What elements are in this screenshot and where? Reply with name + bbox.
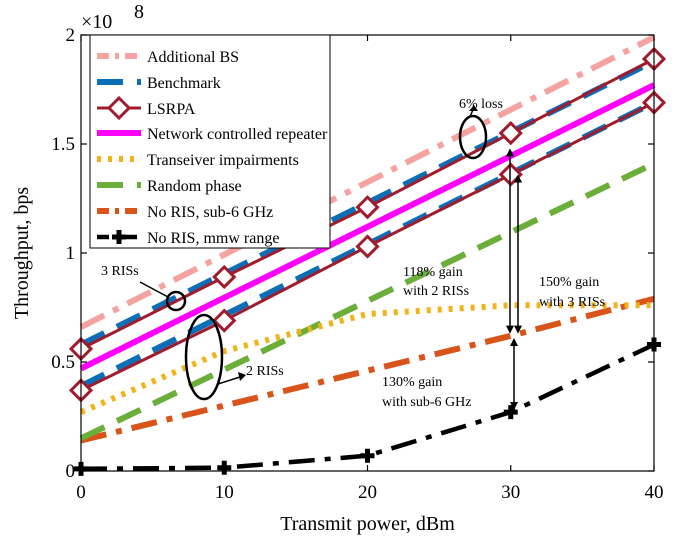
annotation-130-gain-sub: with sub-6 GHz: [382, 395, 471, 410]
x-tick-label-2: 20: [358, 482, 377, 503]
gain150-arrow-head-bottom: [506, 325, 514, 334]
series-line-s0: [79, 34, 656, 330]
annotation-150-gain-sub: with 3 RISs: [539, 295, 605, 310]
legend: Additional BS Benchmark LSRPA Network contr…: [89, 34, 331, 249]
y-tick-label-0: 0: [66, 461, 76, 482]
axes: 0 10 20 30 40 0 0.5 1 1.5 2 Transmit power, dBm Thr…: [11, 1, 664, 535]
loss-arrowhead: [469, 105, 478, 111]
data-point-s2-3: [498, 120, 523, 146]
gain130-arrow-head-top: [510, 338, 518, 347]
x-tick-label-0: 0: [76, 482, 86, 503]
y-multiplier-exponent: 8: [134, 1, 144, 23]
annotation-2-riss: 2 RISs: [246, 364, 284, 379]
y-tick-label-3: 1.5: [51, 134, 75, 155]
y-tick-label-4: 2: [66, 25, 76, 46]
legend-label-1: Benchmark: [147, 75, 221, 92]
data-point-s2-2: [355, 195, 380, 220]
gain130-arrow-head-bottom: [510, 401, 518, 410]
legend-label-5: Random phase: [147, 178, 242, 195]
x-tick-label-3: 30: [501, 482, 520, 503]
x-tick-label-4: 40: [645, 482, 664, 503]
ris2-arrowhead: [238, 372, 246, 381]
legend-label-2: LSRPA: [147, 101, 196, 118]
legend-label-0: Additional BS: [147, 49, 239, 66]
y-tick-label-2: 1: [66, 243, 76, 264]
plot-area: [68, 34, 667, 476]
legend-marker-7: [112, 230, 126, 244]
x-tick-label-1: 10: [215, 482, 234, 503]
y-axis-label: Throughput, bps: [11, 187, 33, 319]
y-multiplier: ×10: [81, 11, 112, 33]
x-axis-label: Transmit power, dBm: [280, 513, 455, 535]
ris3-circle: [165, 290, 187, 312]
gain150-arrow-head-top: [506, 148, 514, 157]
annotation-118-gain: 118% gain: [403, 265, 463, 280]
legend-label-7: No RIS, mmw range: [147, 230, 279, 247]
annotation-6-loss: 6% loss: [459, 97, 503, 112]
legend-marker-2: [106, 95, 132, 121]
data-point-extra1-2: [355, 234, 380, 259]
data-point-s2-1: [212, 264, 237, 290]
annotation-130-gain: 130% gain: [382, 375, 442, 390]
data-point-s7-3: [503, 405, 518, 420]
annotation-150-gain: 150% gain: [539, 275, 599, 290]
series-line-s5: [79, 160, 656, 442]
ris2-ellipse: [184, 313, 224, 401]
annotations: 6% loss 3 RISs 2 RISs 118% gain with 2 RISs 1…: [101, 97, 605, 410]
ris3-line: [139, 281, 169, 298]
series-line-s3: [79, 82, 656, 372]
legend-label-4: Transeiver impairments: [147, 152, 299, 169]
ris2-arrow: [217, 376, 241, 385]
y-tick-label-1: 0.5: [51, 352, 75, 373]
gain118-arrow-head-bottom: [514, 325, 522, 334]
legend-label-6: No RIS, sub-6 GHz: [147, 204, 273, 221]
gain118-arrow-head-top: [514, 174, 522, 183]
data-point-extra1-1: [212, 308, 237, 333]
loss-ellipse: [458, 114, 488, 160]
series-line-s7: [80, 342, 655, 472]
legend-label-3: Network controlled repeater: [147, 126, 328, 143]
annotation-3-riss: 3 RISs: [101, 264, 139, 279]
data-point-s7-2: [360, 448, 375, 463]
series-line-s6: [80, 295, 655, 444]
annotation-118-gain-sub: with 2 RISs: [403, 284, 469, 299]
